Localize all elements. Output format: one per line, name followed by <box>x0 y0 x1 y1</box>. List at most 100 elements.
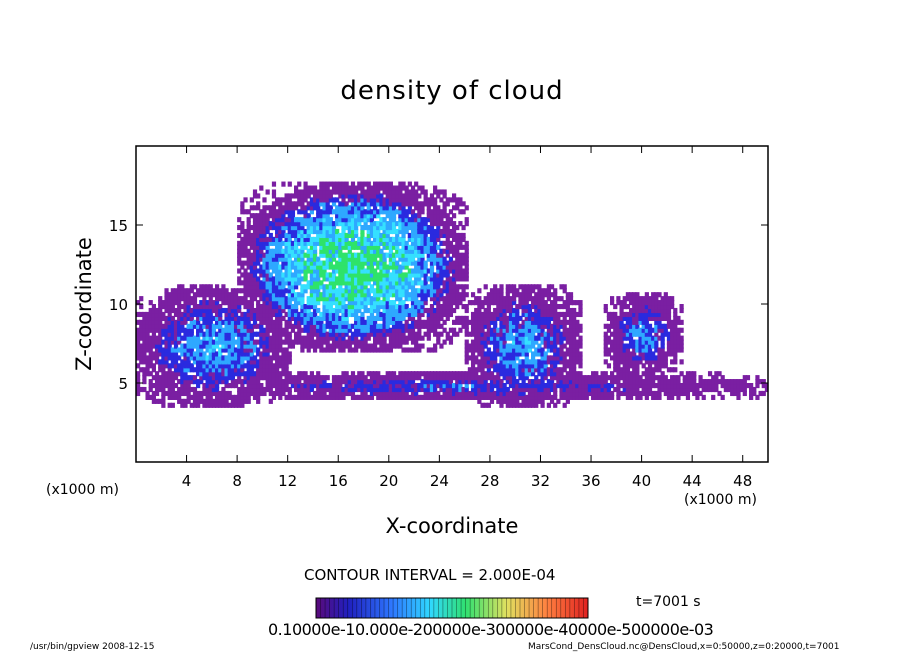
heat-cell <box>325 323 330 329</box>
heat-cell <box>360 232 365 239</box>
heat-cell <box>306 268 311 274</box>
heat-cell <box>496 300 501 306</box>
heat-cell <box>369 217 375 223</box>
heat-cell <box>151 383 156 389</box>
heat-cell <box>616 319 621 325</box>
heat-cell <box>496 292 501 298</box>
heat-cell <box>328 232 333 239</box>
heat-cell <box>363 201 368 207</box>
heat-cell <box>243 339 248 345</box>
heat-cell <box>331 296 337 302</box>
heat-cell <box>515 307 520 314</box>
heat-cell <box>439 189 444 195</box>
heat-cell <box>417 311 422 318</box>
heat-cell <box>259 221 264 227</box>
heat-cell <box>328 347 333 353</box>
heat-cell <box>373 371 378 377</box>
heat-cell <box>477 379 482 385</box>
heat-cell <box>616 315 621 321</box>
heat-cell <box>278 272 283 278</box>
heat-cell <box>331 394 337 400</box>
heat-cell <box>208 379 213 385</box>
heat-cell <box>183 315 188 321</box>
heat-cell <box>483 386 488 393</box>
heat-cell <box>148 351 153 357</box>
heat-cell <box>357 221 362 227</box>
heat-cell <box>369 323 375 329</box>
heat-cell <box>360 383 365 389</box>
heat-cell <box>474 307 479 314</box>
heat-cell <box>319 327 324 333</box>
heat-cell <box>388 383 393 389</box>
heat-cell <box>233 359 239 365</box>
heat-cell <box>436 205 441 211</box>
heat-cell <box>600 386 605 393</box>
heat-cell <box>328 240 333 246</box>
heat-cell <box>360 228 365 235</box>
heat-cell <box>565 347 570 353</box>
heat-cell <box>211 339 217 345</box>
heat-cell <box>398 288 403 294</box>
heat-cell <box>464 394 469 400</box>
heat-cell <box>628 359 634 365</box>
heat-cell <box>483 296 488 302</box>
heat-cell <box>275 300 280 306</box>
heat-cell <box>145 319 150 325</box>
heat-cell <box>369 197 375 203</box>
heat-cell <box>376 300 381 306</box>
heat-cell <box>215 331 220 337</box>
heat-cell <box>161 323 166 329</box>
heat-cell <box>407 260 412 266</box>
heat-cell <box>319 335 324 341</box>
heat-cell <box>562 343 567 349</box>
heat-cell <box>445 284 450 290</box>
heat-cell <box>325 248 330 254</box>
heat-cell <box>373 228 378 235</box>
heat-cell <box>322 189 327 195</box>
heat-cell <box>268 390 273 397</box>
heat-cell <box>268 264 273 270</box>
heat-cell <box>474 379 479 385</box>
heat-cell <box>467 379 472 385</box>
heat-cell <box>417 327 422 333</box>
heat-cell <box>256 304 261 310</box>
heat-cell <box>391 256 397 262</box>
heat-cell <box>221 347 226 353</box>
heat-cell <box>426 394 431 400</box>
heat-cell <box>417 319 422 325</box>
heat-cell <box>331 379 337 385</box>
heat-cell <box>338 268 343 274</box>
heat-cell <box>379 248 384 254</box>
heat-cell <box>189 339 194 345</box>
heat-cell <box>445 311 450 318</box>
heat-cell <box>395 240 400 246</box>
heat-cell <box>382 319 387 325</box>
heat-cell <box>354 232 359 239</box>
heat-cell <box>395 327 400 333</box>
heat-cell <box>423 386 428 393</box>
heat-cell <box>436 193 441 199</box>
heat-cell <box>499 292 504 298</box>
heat-cell <box>237 307 242 314</box>
heat-cell <box>275 347 280 353</box>
heat-cell <box>470 292 476 298</box>
heat-cell <box>259 288 264 294</box>
heat-cell <box>369 189 375 195</box>
heat-cell <box>142 311 147 318</box>
heat-cell <box>262 260 267 266</box>
heat-cell <box>635 386 640 393</box>
heat-cell <box>407 347 412 353</box>
heat-cell <box>373 256 378 262</box>
heat-cell <box>363 343 368 349</box>
heat-cell <box>237 276 242 282</box>
heat-cell <box>439 375 444 381</box>
heat-cell <box>246 390 251 397</box>
heat-cell <box>376 181 381 187</box>
heat-cell <box>388 260 393 266</box>
heat-cell <box>256 256 261 262</box>
heat-cell <box>508 343 514 349</box>
heat-cell <box>477 386 482 393</box>
heat-cell <box>199 394 204 400</box>
heat-cell <box>243 351 248 357</box>
heat-cell <box>534 394 539 400</box>
